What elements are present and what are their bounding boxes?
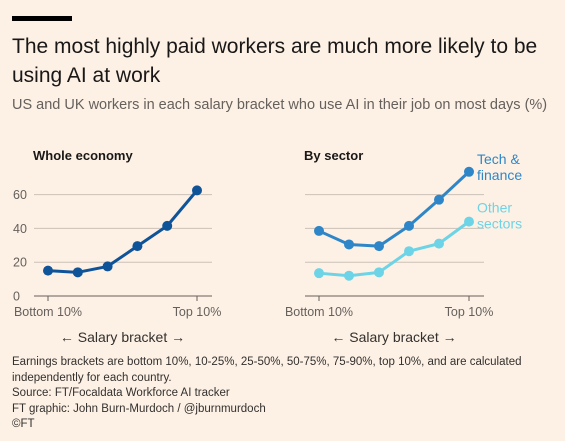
sector-xlabel: ← Salary bracket → (331, 329, 456, 345)
whole-y-tick-0: 0 (13, 290, 20, 304)
footnote-source: Source: FT/Focaldata Workforce AI tracke… (12, 387, 230, 399)
whole-y-tick-20: 20 (13, 256, 27, 270)
whole-series-0-point-2 (102, 261, 113, 272)
whole-series-0-point-3 (132, 241, 143, 252)
sector-series-1-label-1: sectors (477, 216, 522, 232)
footnote-copyright: ©FT (12, 418, 35, 430)
sector-series-0-point-4 (434, 194, 444, 205)
sector-series-1-point-4 (434, 238, 444, 249)
whole-series-0-point-1 (72, 267, 83, 278)
chart-subtitle: US and UK workers in each salary bracket… (12, 97, 548, 113)
footnote-credit: FT graphic: John Burn-Murdoch / @jburnmu… (12, 402, 266, 415)
whole-x-tick-label-0: Bottom 10% (14, 305, 82, 319)
sector-series-1-label-0: Other (477, 200, 512, 216)
charts-svg: Whole economy 0 20 40 60 Bottom 10% Top 10% ← S… (13, 148, 522, 345)
whole-series-0-point-4 (162, 220, 173, 231)
sector-series-1-point-5 (464, 216, 474, 227)
whole-y-tick-60: 60 (13, 188, 27, 202)
sector-series-0-point-3 (404, 220, 414, 231)
sector-series-1-point-1 (344, 270, 354, 281)
sector-x-tick-label-0: Bottom 10% (285, 305, 353, 319)
chart-title: The most highly paid workers are much mo… (12, 35, 538, 87)
sector-series-0-point-5 (464, 166, 474, 177)
whole-series-0-point-0 (43, 265, 53, 276)
sector-series-1-point-2 (374, 267, 384, 278)
whole-series-0-line (47, 189, 199, 274)
whole-xlabel: ← Salary bracket → (60, 329, 185, 345)
sector-series-0-point-1 (344, 239, 354, 250)
whole-panel-title: Whole economy (33, 148, 133, 163)
sector-series-1-line (318, 220, 470, 278)
ft-top-bar (12, 16, 72, 21)
sector-series-1-point-0 (314, 268, 324, 279)
sector-series-0-label-0: Tech & (477, 151, 520, 167)
sector-panel-title: By sector (304, 148, 363, 163)
whole-series-0-point-5 (192, 185, 202, 196)
footnotes: Earnings brackets are bottom 10%, 10-25%… (12, 355, 557, 433)
sector-series-0-point-0 (314, 225, 324, 236)
whole-y-tick-40: 40 (13, 222, 27, 236)
sector-series-0-line (318, 170, 471, 248)
sector-series-1-point-3 (404, 246, 414, 257)
footnote-brackets: Earnings brackets are bottom 10%, 10-25%… (12, 356, 522, 384)
sector-series-0-label-1: finance (477, 167, 522, 183)
sector-series-0-point-2 (374, 241, 384, 252)
whole-x-tick-label-1: Top 10% (173, 305, 222, 319)
sector-x-tick-label-1: Top 10% (445, 305, 494, 319)
